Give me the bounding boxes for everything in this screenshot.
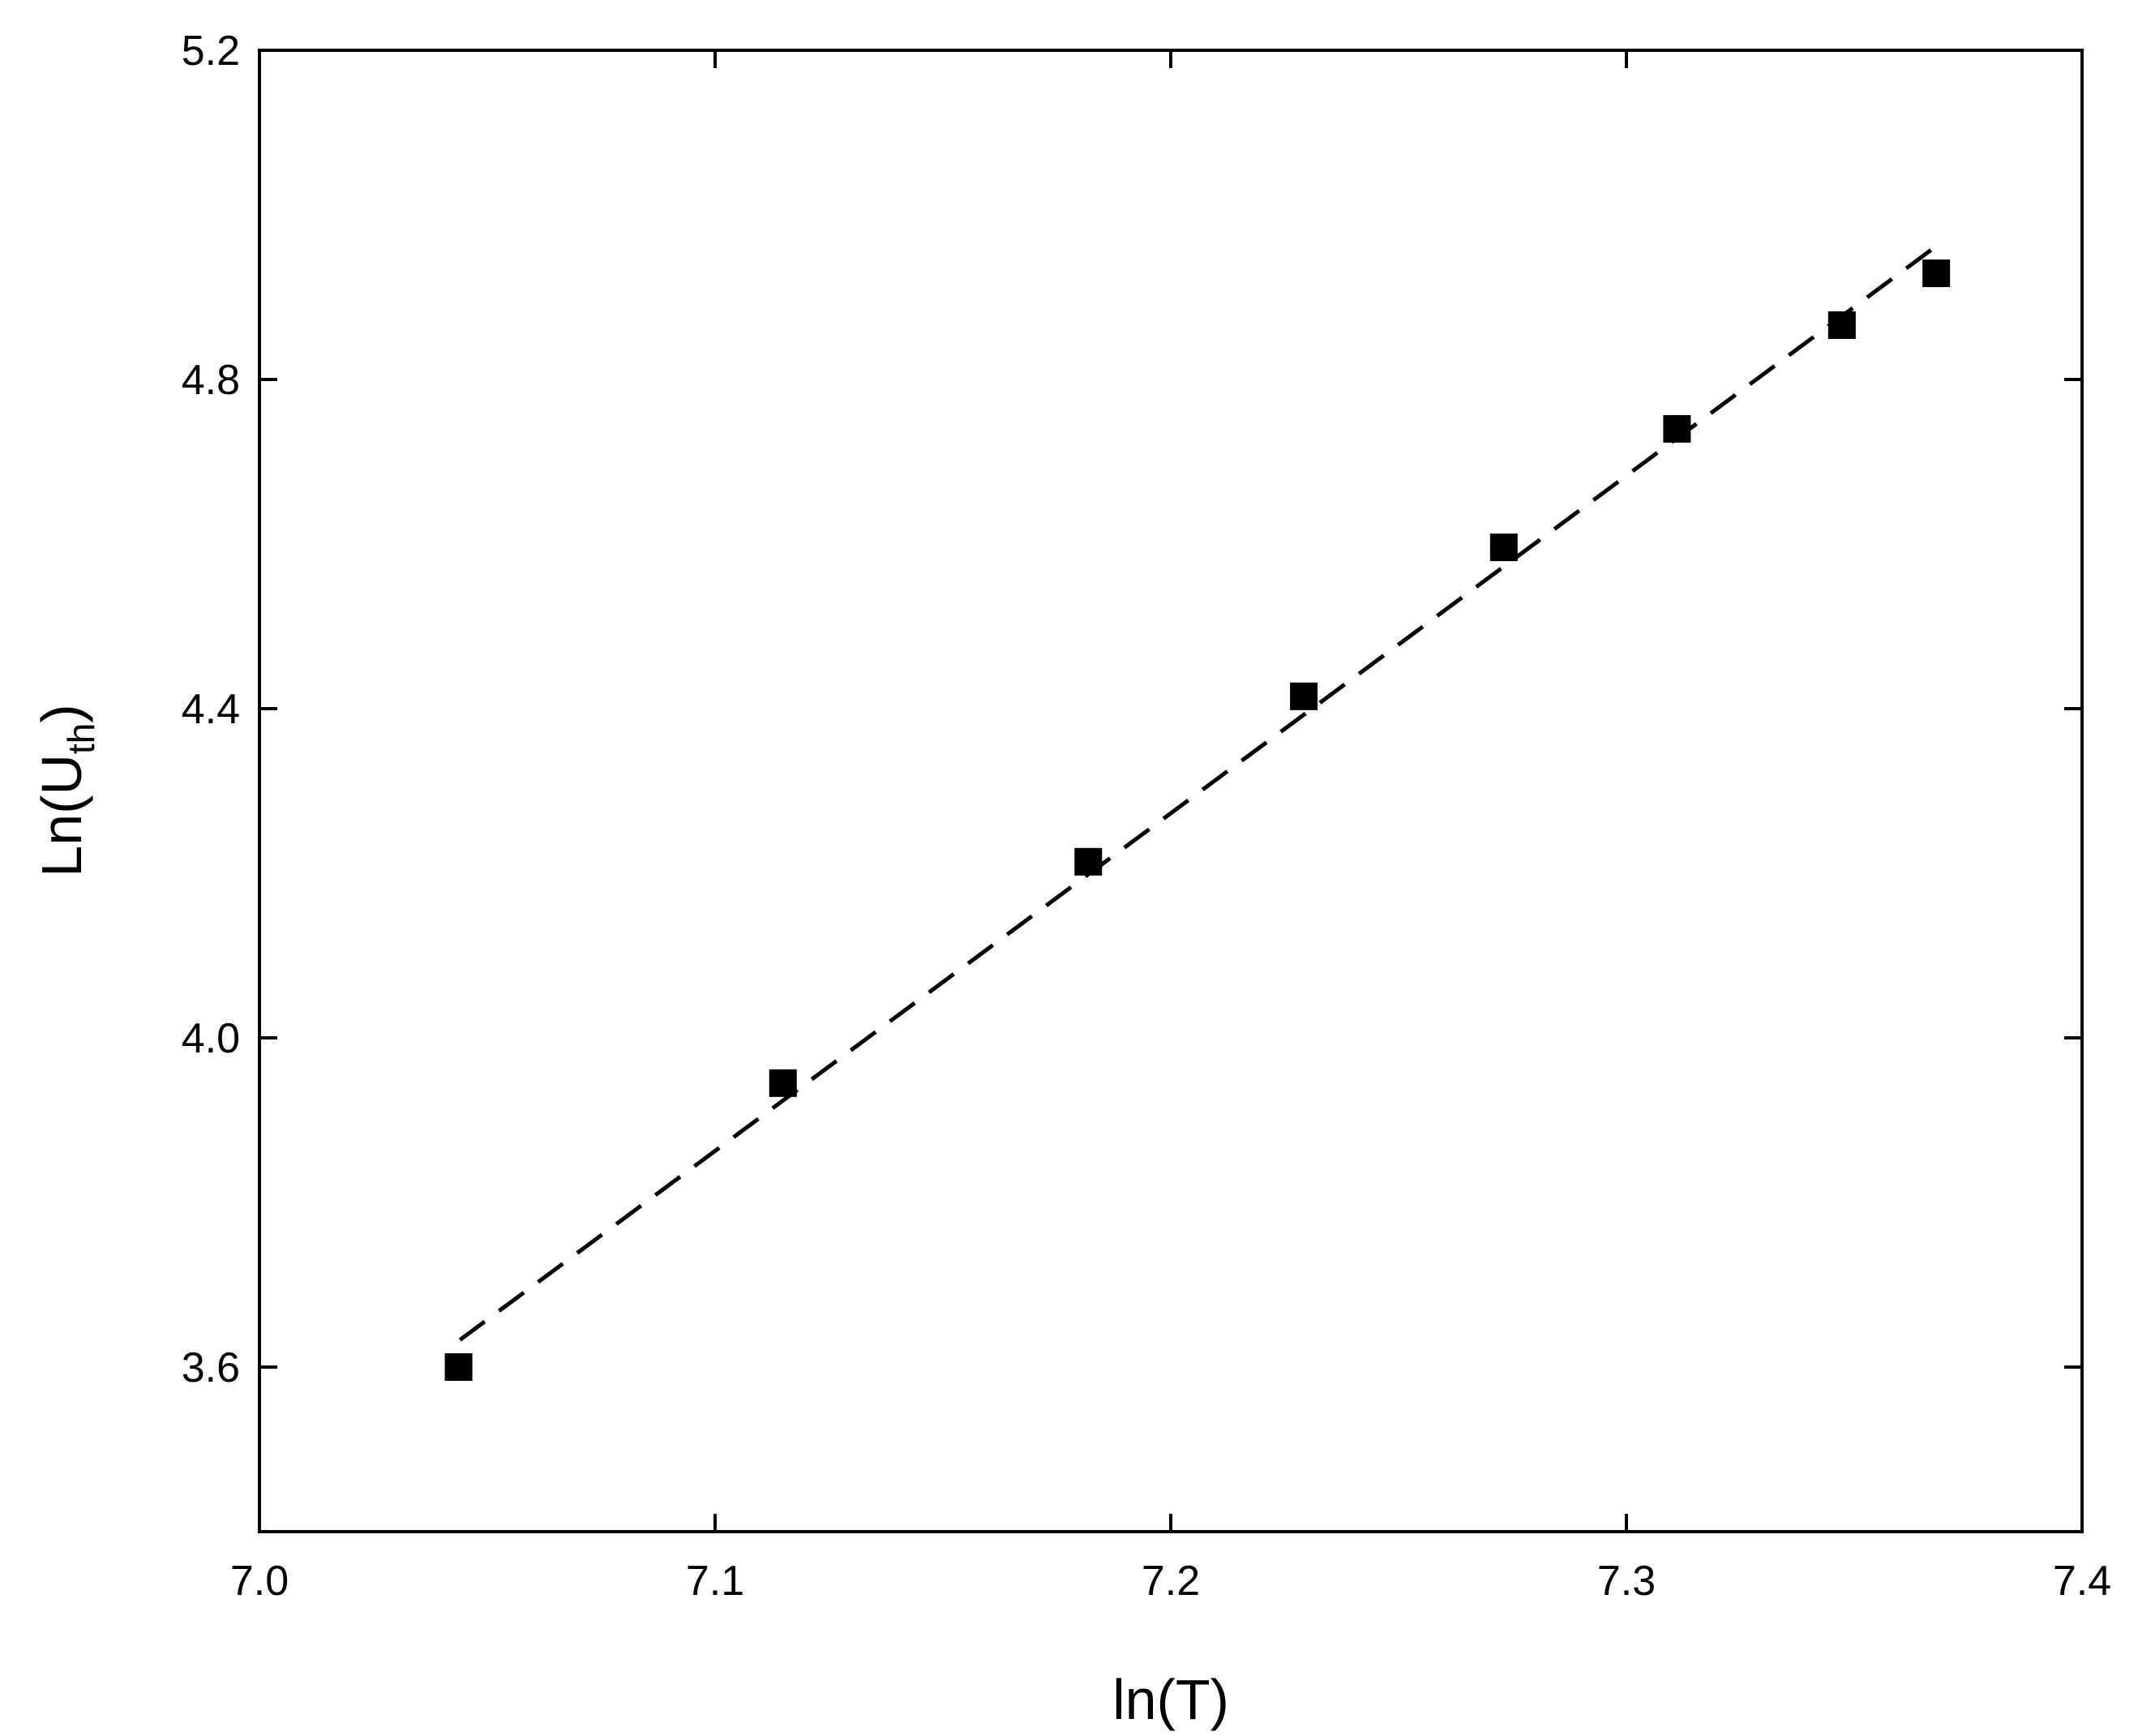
data-point <box>1489 534 1518 562</box>
x-tick-label: 7.0 <box>230 1558 289 1605</box>
data-point <box>1922 259 1951 288</box>
x-tick-label: 7.1 <box>686 1558 744 1605</box>
y-tick-label: 3.6 <box>182 1344 240 1391</box>
y-tick-label: 5.2 <box>182 28 240 75</box>
data-point <box>1074 847 1103 876</box>
y-label-main: Ln(U <box>30 754 93 877</box>
x-axis-label: ln(T) <box>1112 1668 1229 1731</box>
x-tick-label: 7.4 <box>2053 1558 2111 1605</box>
data-point <box>1290 682 1318 710</box>
y-tick-label: 4.4 <box>182 686 240 733</box>
y-tick-label: 4.8 <box>182 357 240 404</box>
x-tick-label: 7.3 <box>1597 1558 1656 1605</box>
data-point <box>444 1353 473 1381</box>
y-label-close: ) <box>30 704 93 722</box>
y-tick-label: 4.0 <box>182 1015 240 1062</box>
y-axis-label: Ln(Uth) <box>30 704 102 877</box>
y-label-sub: th <box>60 723 102 754</box>
plot-frame <box>258 49 2084 1533</box>
fit-line <box>458 244 1938 1342</box>
x-tick-label: 7.2 <box>1142 1558 1200 1605</box>
